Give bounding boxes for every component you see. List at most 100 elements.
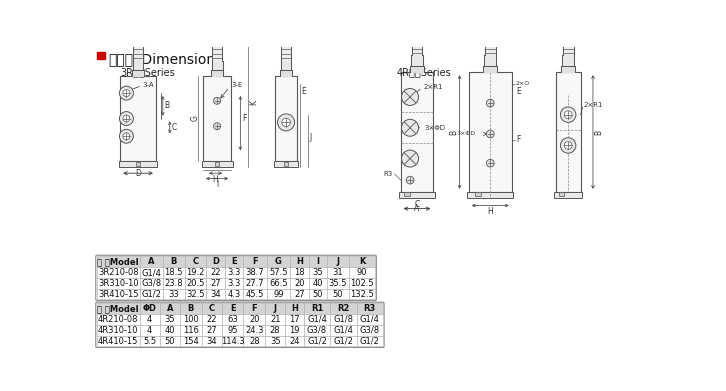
Bar: [139, 289, 163, 300]
Text: R2: R2: [337, 304, 350, 313]
Text: 27: 27: [294, 290, 304, 299]
Bar: [215, 161, 219, 165]
Circle shape: [401, 119, 419, 136]
Circle shape: [486, 99, 494, 107]
Text: G1/2: G1/2: [142, 290, 161, 299]
Text: 19.2: 19.2: [186, 268, 205, 277]
Polygon shape: [275, 22, 297, 33]
Text: 63: 63: [227, 315, 238, 324]
Bar: [356, 303, 383, 314]
Text: 102.5: 102.5: [350, 279, 374, 288]
Text: 34: 34: [206, 337, 217, 346]
Text: G1/2: G1/2: [360, 337, 380, 346]
Polygon shape: [134, 34, 142, 42]
Bar: [285, 303, 304, 314]
Text: 23.8: 23.8: [164, 279, 183, 288]
Text: 66.5: 66.5: [269, 279, 287, 288]
Bar: [304, 303, 330, 314]
Circle shape: [123, 90, 130, 97]
Polygon shape: [411, 56, 423, 66]
Polygon shape: [280, 70, 293, 76]
Text: 28: 28: [249, 337, 260, 346]
Bar: [327, 256, 348, 267]
Text: C: C: [171, 123, 176, 132]
Text: 外型尺寸Dimension: 外型尺寸Dimension: [107, 52, 215, 66]
Polygon shape: [282, 42, 290, 61]
Polygon shape: [563, 38, 574, 56]
Text: B: B: [171, 257, 177, 266]
Bar: [180, 314, 202, 325]
Polygon shape: [564, 25, 572, 38]
Text: 50: 50: [313, 290, 323, 299]
Bar: [330, 303, 356, 314]
Polygon shape: [475, 14, 506, 22]
Circle shape: [401, 150, 419, 167]
Bar: [221, 314, 243, 325]
Bar: [285, 325, 304, 335]
Bar: [139, 278, 163, 289]
Text: 27: 27: [206, 326, 217, 335]
Text: 3R210-08: 3R210-08: [98, 268, 139, 277]
Bar: [139, 303, 160, 314]
Circle shape: [486, 160, 494, 167]
Text: F: F: [251, 304, 257, 313]
Circle shape: [123, 115, 130, 122]
Bar: [469, 72, 512, 192]
Text: 57.5: 57.5: [269, 268, 287, 277]
Text: 3.3: 3.3: [227, 279, 241, 288]
Polygon shape: [484, 66, 497, 72]
Ellipse shape: [475, 20, 506, 25]
Bar: [97, 256, 139, 267]
Text: 5.5: 5.5: [143, 337, 156, 346]
Text: F: F: [516, 135, 521, 144]
Bar: [266, 267, 290, 278]
Text: B: B: [595, 129, 603, 135]
Bar: [309, 278, 327, 289]
Bar: [221, 303, 243, 314]
Text: E: E: [229, 304, 235, 313]
Polygon shape: [213, 42, 221, 61]
Bar: [348, 289, 375, 300]
Bar: [206, 278, 225, 289]
Text: 116: 116: [183, 326, 199, 335]
Text: G: G: [191, 116, 200, 122]
Bar: [139, 335, 160, 346]
Text: G3/8: G3/8: [307, 326, 327, 335]
Bar: [309, 289, 327, 300]
Text: 38.7: 38.7: [245, 268, 264, 277]
Ellipse shape: [206, 31, 228, 35]
Text: 3R系列Series: 3R系列Series: [121, 67, 175, 77]
Text: G: G: [275, 257, 282, 266]
Bar: [163, 256, 184, 267]
Text: 17: 17: [289, 315, 300, 324]
Bar: [180, 325, 202, 335]
Bar: [202, 325, 221, 335]
Bar: [139, 267, 163, 278]
Text: 35: 35: [270, 337, 280, 346]
FancyBboxPatch shape: [96, 302, 384, 348]
Text: J: J: [309, 133, 311, 142]
Bar: [225, 289, 243, 300]
Bar: [309, 267, 327, 278]
Bar: [221, 335, 243, 346]
Text: 3R310-10: 3R310-10: [98, 279, 139, 288]
Bar: [139, 256, 163, 267]
Text: 40: 40: [313, 279, 323, 288]
Bar: [225, 256, 243, 267]
Bar: [284, 161, 288, 165]
Text: R3: R3: [364, 304, 376, 313]
Polygon shape: [211, 70, 224, 76]
Text: 114.3: 114.3: [221, 337, 245, 346]
Text: 35: 35: [165, 315, 175, 324]
Bar: [275, 76, 297, 161]
Bar: [304, 335, 330, 346]
Bar: [221, 325, 243, 335]
Text: G3/8: G3/8: [141, 279, 161, 288]
Polygon shape: [413, 25, 421, 38]
Bar: [163, 289, 184, 300]
Polygon shape: [212, 61, 222, 70]
Bar: [266, 278, 290, 289]
Text: G1/4: G1/4: [333, 326, 354, 335]
Text: 24: 24: [290, 337, 300, 346]
Bar: [304, 314, 330, 325]
